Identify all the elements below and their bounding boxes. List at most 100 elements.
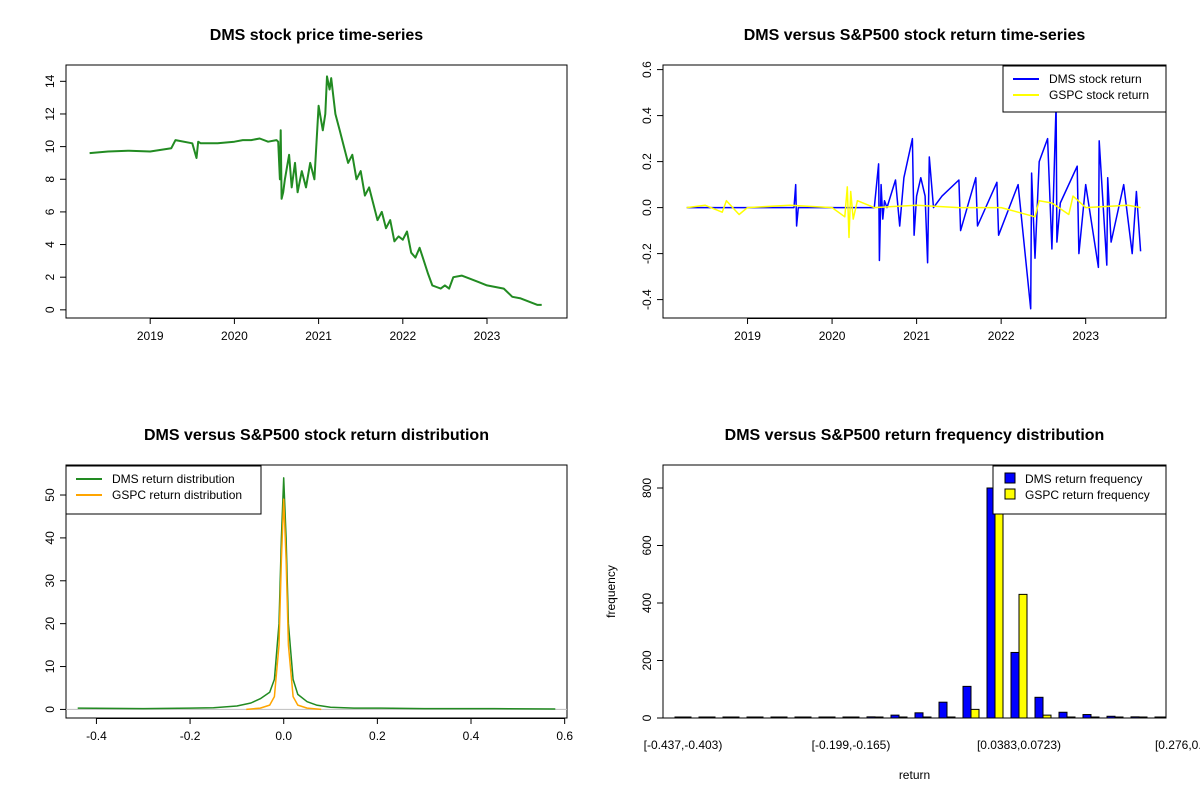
legend-key-1 xyxy=(1004,488,1016,500)
x-tick-label: [0.0383,0.0723) xyxy=(977,738,1061,752)
bar-1-19 xyxy=(1138,716,1148,718)
bar-1-21 xyxy=(1187,717,1195,718)
y-tick-label: -0.4 xyxy=(640,289,654,310)
x-tick-label: 2023 xyxy=(1072,329,1099,343)
x-tick-label: 0.2 xyxy=(369,729,386,743)
bar-0-19 xyxy=(1130,716,1140,718)
y-tick-label: 14 xyxy=(43,74,57,88)
bar-0-12 xyxy=(962,685,972,718)
bar-0-3 xyxy=(746,716,756,718)
y-tick-label: 600 xyxy=(640,535,654,555)
legend-label-1: GSPC stock return xyxy=(1049,88,1149,102)
x-axis-label: return xyxy=(899,768,930,782)
bar-0-17 xyxy=(1082,714,1092,718)
x-tick-label: 0.4 xyxy=(463,729,480,743)
y-tick-label: 10 xyxy=(43,140,57,154)
bar-1-0 xyxy=(682,716,692,718)
y-tick-label: 0.0 xyxy=(640,199,654,216)
x-tick-label: 2022 xyxy=(389,329,416,343)
y-tick-label: 0.4 xyxy=(640,107,654,124)
y-tick-label: 0 xyxy=(43,306,57,313)
bar-group xyxy=(674,465,1195,718)
legend-box xyxy=(992,465,1167,515)
bar-1-11 xyxy=(946,716,956,718)
chart-price-timeseries: DMS stock price time-series 2019 2020 2021 2… xyxy=(43,27,568,343)
bar-1-8 xyxy=(874,716,884,718)
x-tick-label: 0.6 xyxy=(556,729,573,743)
bar-1-12 xyxy=(970,708,980,718)
bar-0-16 xyxy=(1058,711,1068,718)
series-line-0 xyxy=(89,75,542,306)
x-tick-label: [-0.199,-0.165) xyxy=(812,738,891,752)
y-tick-label: 8 xyxy=(43,176,57,183)
bar-1-4 xyxy=(778,716,788,718)
chart-title: DMS versus S&P500 stock return time-seri… xyxy=(744,27,1086,44)
bar-0-8 xyxy=(866,716,876,718)
x-tick-label: 2020 xyxy=(221,329,248,343)
legend-label-0: DMS stock return xyxy=(1049,72,1142,86)
bar-0-6 xyxy=(818,716,828,718)
chart-return-frequency: DMS versus S&P500 return frequency distr… xyxy=(604,427,1200,782)
y-tick-label: 20 xyxy=(43,617,57,631)
y-axis-label: frequency xyxy=(604,565,618,618)
bar-1-9 xyxy=(898,716,908,718)
bar-0-13 xyxy=(986,487,996,718)
series-line-0 xyxy=(77,477,556,710)
bar-1-1 xyxy=(706,716,716,718)
bar-1-10 xyxy=(922,716,932,718)
y-tick-label: 30 xyxy=(43,574,57,588)
x-tick-label: 2023 xyxy=(474,329,501,343)
series-line-1 xyxy=(246,498,322,711)
legend-label-1: GSPC return frequency xyxy=(1025,488,1150,502)
bar-1-18 xyxy=(1114,716,1124,718)
bar-1-17 xyxy=(1090,716,1100,718)
y-tick-label: 0 xyxy=(640,714,654,721)
bar-1-6 xyxy=(826,716,836,718)
x-tick-label: 2019 xyxy=(137,329,164,343)
y-tick-label: 0.2 xyxy=(640,153,654,170)
bar-0-5 xyxy=(794,716,804,718)
bar-1-7 xyxy=(850,716,860,718)
series-line-0 xyxy=(686,103,1142,310)
y-tick-label: 2 xyxy=(43,274,57,281)
series-line-1 xyxy=(686,186,1141,239)
x-tick-label: 0.0 xyxy=(275,729,292,743)
plot-frame xyxy=(65,64,568,319)
y-tick-label: -0.2 xyxy=(640,243,654,264)
y-tick-label: 50 xyxy=(43,488,57,502)
x-tick-label: [0.276,0.31) xyxy=(1155,738,1200,752)
bar-1-13 xyxy=(994,465,1004,718)
bar-0-7 xyxy=(842,716,852,718)
bar-1-15 xyxy=(1042,714,1052,718)
x-tick-label: 2020 xyxy=(819,329,846,343)
x-tick-label: -0.4 xyxy=(86,729,107,743)
x-tick-label: 2019 xyxy=(734,329,761,343)
bar-1-20 xyxy=(1162,716,1166,718)
bar-0-10 xyxy=(914,712,924,718)
legend-box xyxy=(1002,65,1167,113)
y-tick-label: 4 xyxy=(43,241,57,248)
bar-0-9 xyxy=(890,714,900,718)
bar-0-20 xyxy=(1154,716,1164,718)
y-tick-label: 10 xyxy=(43,660,57,674)
bar-0-4 xyxy=(770,716,780,718)
y-tick-label: 0 xyxy=(43,706,57,713)
x-tick-label: 2021 xyxy=(903,329,930,343)
legend-label-1: GSPC return distribution xyxy=(112,488,242,502)
x-tick-label: -0.2 xyxy=(180,729,201,743)
y-tick-label: 0.6 xyxy=(640,61,654,78)
chart-return-distribution: DMS versus S&P500 stock return distribut… xyxy=(43,427,573,743)
x-tick-label: 2022 xyxy=(988,329,1015,343)
x-tick-label: 2021 xyxy=(305,329,332,343)
chart-title: DMS versus S&P500 return frequency distr… xyxy=(725,427,1105,444)
bar-0-15 xyxy=(1034,696,1044,718)
bar-0-11 xyxy=(938,701,948,718)
y-tick-label: 40 xyxy=(43,531,57,545)
bar-1-14 xyxy=(1018,593,1028,718)
y-tick-label: 800 xyxy=(640,478,654,498)
bar-0-21 xyxy=(1179,717,1187,718)
bar-0-14 xyxy=(1010,651,1020,718)
legend-box xyxy=(65,465,262,515)
bar-0-2 xyxy=(722,716,732,718)
